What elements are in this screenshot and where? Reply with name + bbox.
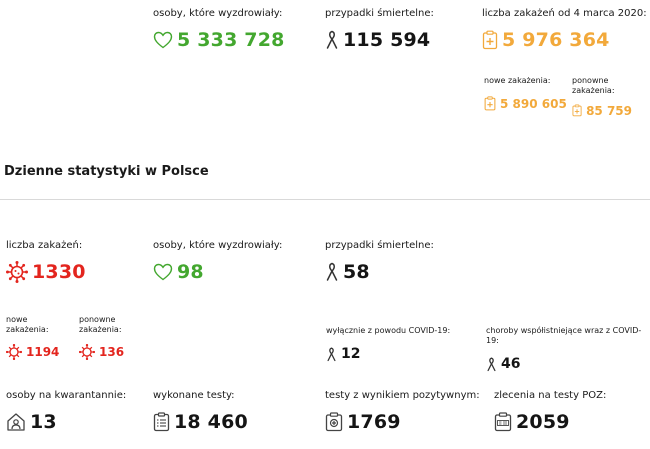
daily-deaths-label: przypadki śmiertelne: bbox=[325, 240, 434, 251]
daily-poz-orders-label: zlecenia na testy POZ: bbox=[494, 390, 607, 401]
daily-recovered-value: 98 bbox=[177, 261, 204, 283]
daily-reinfections-label: ponowne zakażenia: bbox=[79, 315, 122, 334]
virus-icon bbox=[6, 261, 28, 283]
daily-positive-tests: testy z wynikiem pozytywnym: 1769 bbox=[325, 390, 480, 433]
summary-reinfections: ponowne zakażenia: 85 759 bbox=[572, 76, 632, 118]
summary-reinfections-label: ponowne zakażenia: bbox=[572, 76, 615, 95]
ribbon-icon bbox=[487, 356, 496, 371]
daily-infections: liczba zakażeń: 1330 bbox=[6, 240, 86, 283]
ribbon-icon bbox=[327, 346, 336, 361]
daily-infections-label: liczba zakażeń: bbox=[6, 240, 83, 251]
daily-quarantine-label: osoby na kwarantannie: bbox=[6, 390, 127, 401]
summary-deaths: przypadki śmiertelne: 115 594 bbox=[325, 8, 434, 51]
daily-deaths-comorbid: choroby współistniejące wraz z COVID-19:… bbox=[486, 326, 650, 372]
daily-new-infections-label: nowe zakażenia: bbox=[6, 315, 49, 334]
case-file-icon bbox=[572, 104, 582, 117]
test-positive-icon bbox=[325, 412, 343, 432]
daily-deaths-comorbid-value: 46 bbox=[501, 356, 521, 372]
summary-infections-label: liczba zakażeń od 4 marca 2020: bbox=[482, 8, 647, 19]
daily-recovered-label: osoby, które wyzdrowiały: bbox=[153, 240, 283, 251]
daily-tests: wykonane testy: 18 460 bbox=[153, 390, 248, 433]
daily-quarantine-value: 13 bbox=[30, 411, 57, 433]
clipboard-icon bbox=[153, 412, 170, 432]
daily-deaths-covid-only-value: 12 bbox=[341, 346, 361, 362]
daily-new-infections: nowe zakażenia: 1194 bbox=[6, 315, 66, 360]
daily-section-title: Dzienne statystyki w Polsce bbox=[4, 164, 209, 179]
summary-deaths-value: 115 594 bbox=[343, 29, 431, 51]
daily-quarantine: osoby na kwarantannie: 13 bbox=[6, 390, 126, 433]
daily-positive-tests-label: testy z wynikiem pozytywnym: bbox=[325, 390, 480, 401]
summary-new-infections: nowe zakażenia: 5 890 605 bbox=[484, 76, 567, 111]
heart-icon bbox=[153, 31, 173, 49]
section-divider bbox=[0, 199, 650, 200]
daily-new-infections-value: 1194 bbox=[26, 345, 60, 359]
ribbon-icon bbox=[326, 262, 338, 281]
daily-deaths-comorbid-label: choroby współistniejące wraz z COVID-19: bbox=[486, 326, 642, 345]
summary-recovered-value: 5 333 728 bbox=[177, 29, 285, 51]
daily-tests-value: 18 460 bbox=[174, 411, 248, 433]
daily-infections-value: 1330 bbox=[32, 261, 86, 283]
daily-poz-orders-value: 2059 bbox=[516, 411, 570, 433]
virus-icon bbox=[6, 344, 22, 360]
summary-recovered-label: osoby, które wyzdrowiały: bbox=[153, 8, 283, 19]
daily-deaths: przypadki śmiertelne: 58 bbox=[325, 240, 434, 283]
summary-new-infections-label: nowe zakażenia: bbox=[484, 76, 551, 85]
summary-reinfections-value: 85 759 bbox=[586, 103, 632, 118]
daily-tests-label: wykonane testy: bbox=[153, 390, 235, 401]
virus-icon bbox=[79, 344, 95, 360]
heart-icon bbox=[153, 263, 173, 281]
case-file-icon bbox=[482, 30, 498, 50]
house-person-icon bbox=[7, 413, 25, 431]
summary-new-infections-value: 5 890 605 bbox=[500, 96, 567, 111]
daily-reinfections: ponowne zakażenia: 136 bbox=[79, 315, 139, 360]
ribbon-icon bbox=[326, 30, 338, 49]
daily-poz-orders: zlecenia na testy POZ: 2059 bbox=[494, 390, 606, 433]
summary-infections-value: 5 976 364 bbox=[502, 29, 610, 51]
summary-infections: liczba zakażeń od 4 marca 2020: 5 976 36… bbox=[482, 8, 647, 51]
daily-deaths-covid-only: wyłącznie z powodu COVID-19: 12 bbox=[326, 326, 450, 362]
daily-positive-tests-value: 1769 bbox=[347, 411, 401, 433]
daily-deaths-value: 58 bbox=[343, 261, 370, 283]
daily-reinfections-value: 136 bbox=[99, 345, 125, 359]
poz-icon bbox=[494, 412, 512, 432]
daily-deaths-covid-only-label: wyłącznie z powodu COVID-19: bbox=[326, 326, 451, 335]
summary-recovered: osoby, które wyzdrowiały: 5 333 728 bbox=[153, 8, 285, 51]
case-file-icon bbox=[484, 96, 496, 111]
summary-deaths-label: przypadki śmiertelne: bbox=[325, 8, 434, 19]
daily-recovered: osoby, które wyzdrowiały: 98 bbox=[153, 240, 282, 283]
